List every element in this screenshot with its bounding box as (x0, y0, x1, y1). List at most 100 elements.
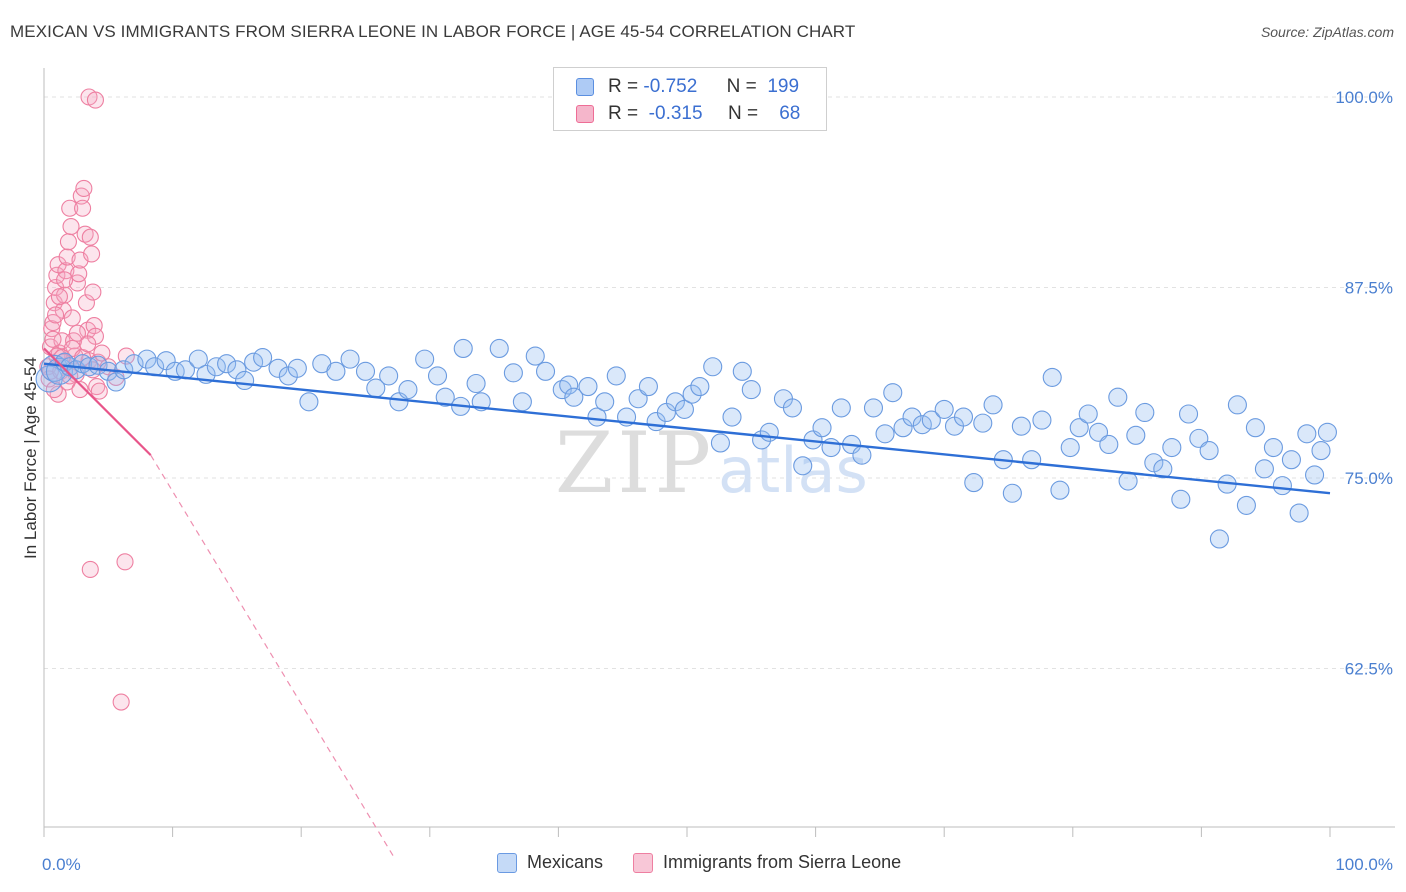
series-sierra-leone-points (39, 88, 135, 711)
legend-swatch-blue (497, 852, 517, 873)
sierra-leone-trend-line (43, 347, 152, 456)
mexicans-point (489, 338, 509, 359)
mexicans-point (983, 395, 1003, 415)
mexicans-point (1162, 437, 1182, 458)
source-label: Source: ZipAtlas.com (1260, 24, 1394, 40)
mexicans-point (227, 360, 247, 380)
y-tick-label: 62.5% (1345, 660, 1393, 679)
mexicans-point (355, 361, 376, 381)
sierra-leone-point (57, 262, 75, 280)
mexicans-trend-line (43, 362, 1331, 495)
mexicans-point (415, 349, 435, 369)
mexicans-point (782, 398, 803, 418)
mexicans-point (559, 375, 579, 395)
legend-row-mexicans: R = -0.752 N = 199 (576, 75, 799, 99)
mexicans-point (1002, 483, 1022, 503)
mexicans-point (722, 407, 742, 427)
mexicans-point (628, 389, 648, 409)
mexicans-point (690, 377, 710, 397)
tick-labels: 100.0% 87.5% 75.0% 62.5% 0.0% 100.0% (42, 88, 1393, 874)
sierra-leone-point (68, 324, 86, 342)
mexicans-point (535, 361, 556, 381)
legend-swatch-pink (576, 105, 594, 123)
legend-r-value: -0.752 (643, 76, 698, 97)
legend-n-label: N = (726, 76, 757, 97)
legend-row-sierra-leone: R = -0.315 N = 68 (576, 102, 800, 126)
legend-label-sierra-leone: Immigrants from Sierra Leone (663, 852, 902, 872)
legend-n-label: N = (727, 103, 759, 124)
mexicans-point (682, 384, 702, 404)
mexicans-point (638, 377, 658, 397)
mexicans-point (1108, 387, 1128, 407)
legend-swatch-pink (633, 852, 654, 873)
mexicans-point (435, 387, 455, 407)
sierra-leone-point (47, 306, 65, 324)
mexicans-point (973, 413, 993, 433)
mexicans-point (934, 399, 954, 419)
sierra-leone-point (59, 233, 77, 251)
mexicans-point (793, 456, 813, 476)
mexicans-point (674, 399, 694, 419)
mexicans-point (1011, 416, 1031, 436)
mexicans-point (587, 407, 607, 427)
sierra-leone-point (75, 179, 93, 197)
mexicans-point (863, 398, 884, 418)
mexicans-point (1254, 459, 1274, 479)
mexicans-point (379, 366, 399, 386)
mexicans-point (466, 373, 486, 394)
y-tick-label: 75.0% (1345, 469, 1393, 488)
y-tick-label: 87.5% (1345, 279, 1393, 298)
mexicans-point (1245, 418, 1265, 438)
mexicans-point (875, 424, 895, 444)
sierra-leone-point (44, 330, 62, 348)
correlation-legend: R = -0.752 N = 199 R = -0.315 N = 68 (553, 67, 827, 131)
sierra-leone-point (84, 283, 102, 301)
mexicans-point (525, 346, 545, 366)
mexicans-point (812, 418, 832, 438)
mexicans-point (1088, 422, 1109, 442)
mexicans-point (398, 380, 418, 400)
mexicans-point (710, 433, 730, 453)
sierra-leone-point (56, 271, 74, 289)
sierra-leone-point (58, 248, 76, 266)
sierra-leone-point (116, 553, 134, 571)
sierra-leone-point (70, 265, 88, 283)
mexicans-point (921, 410, 941, 430)
sierra-leone-point (76, 225, 94, 243)
mexicans-point (1263, 437, 1283, 458)
series-legend: Mexicans Immigrants from Sierra Leone (497, 852, 931, 873)
mexicans-point (741, 380, 761, 400)
mexicans-point (235, 370, 255, 391)
sierra-leone-point (88, 378, 106, 396)
legend-item-sierra-leone[interactable]: Immigrants from Sierra Leone (633, 852, 901, 873)
mexicans-point (1126, 425, 1146, 445)
mexicans-point (595, 392, 615, 412)
axes (43, 68, 1395, 837)
sierra-leone-point (61, 199, 79, 217)
mexicans-point (326, 361, 346, 381)
watermark-zip: ZIP (555, 414, 715, 512)
mexicans-point (188, 349, 208, 369)
mexicans-point (1153, 459, 1173, 479)
mexicans-point (1272, 476, 1292, 496)
sierra-leone-point (81, 228, 99, 246)
mexicans-point (1317, 422, 1337, 442)
sierra-leone-point (77, 294, 95, 312)
mexicans-point (1289, 503, 1309, 523)
x-tick-label: 0.0% (42, 855, 81, 874)
legend-item-mexicans[interactable]: Mexicans (497, 852, 603, 873)
mexicans-point (606, 366, 626, 386)
mexicans-point (1227, 395, 1247, 415)
mexicans-point (1078, 404, 1098, 424)
mexicans-point (512, 392, 532, 412)
sierra-leone-point (86, 91, 104, 109)
chart-title: MEXICAN VS IMMIGRANTS FROM SIERRA LEONE … (10, 22, 856, 41)
mexicans-point (1042, 367, 1062, 387)
mexicans-point (1178, 404, 1199, 424)
mexicans-point (1281, 450, 1301, 470)
legend-n-value: 199 (767, 76, 800, 97)
mexicans-point (1032, 410, 1052, 430)
mexicans-point (137, 349, 157, 369)
mexicans-point (1171, 489, 1191, 509)
